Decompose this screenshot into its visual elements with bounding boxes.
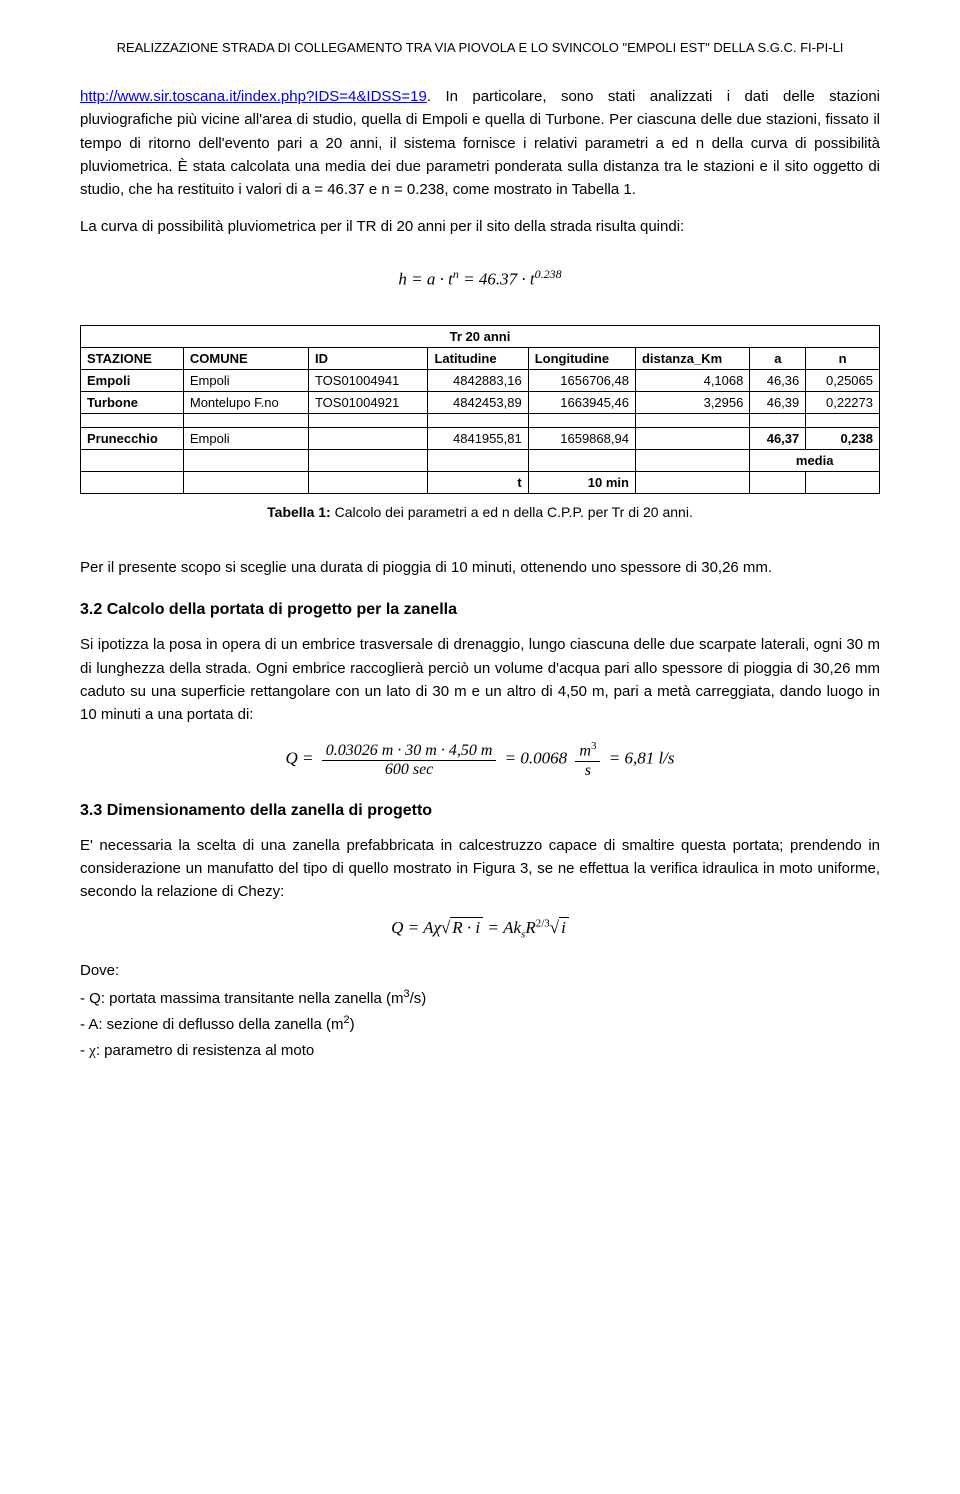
hdr-comune: COMUNE: [183, 348, 308, 370]
cell: 1659868,94: [528, 428, 635, 450]
hdr-a: a: [750, 348, 806, 370]
heading-3-3: 3.3 Dimensionamento della zanella di pro…: [80, 802, 880, 820]
hdr-id: ID: [308, 348, 427, 370]
dove-label: Dove:: [80, 959, 880, 982]
para-3-3: E' necessaria la scelta di una zanella p…: [80, 834, 880, 904]
q-mid: 0.0068: [520, 749, 567, 768]
cell: 4842453,89: [428, 392, 528, 414]
def-q-text: - Q: portata massima transitante nella z…: [80, 990, 403, 1007]
hdr-lon: Longitudine: [528, 348, 635, 370]
intro-paragraph: http://www.sir.toscana.it/index.php?IDS=…: [80, 85, 880, 201]
t-val: 10 min: [528, 472, 635, 494]
cell: TOS01004921: [308, 392, 427, 414]
def-q: - Q: portata massima transitante nella z…: [80, 986, 880, 1010]
table-caption: Tabella 1: Calcolo dei parametri a ed n …: [80, 504, 880, 520]
para-scopo: Per il presente scopo si sceglie una dur…: [80, 556, 880, 579]
cell: Turbone: [81, 392, 184, 414]
cell: 46,37: [750, 428, 806, 450]
q-den: 600 sec: [322, 761, 497, 779]
def-a-text: - A: sezione di deflusso della zanella (…: [80, 1016, 343, 1033]
cell: Empoli: [81, 370, 184, 392]
def-chi: - χ: parametro di resistenza al moto: [80, 1039, 880, 1063]
cell: Empoli: [183, 370, 308, 392]
cell: 4842883,16: [428, 370, 528, 392]
media-label: media: [750, 450, 880, 472]
def-chi-text: : parametro di resistenza al moto: [96, 1042, 314, 1059]
cell: 0,25065: [806, 370, 880, 392]
cell: 1656706,48: [528, 370, 635, 392]
formula-q: Q = 0.03026 m · 30 m · 4,50 m 600 sec = …: [80, 740, 880, 779]
cell: TOS01004941: [308, 370, 427, 392]
cell: 1663945,46: [528, 392, 635, 414]
cell: 0,22273: [806, 392, 880, 414]
caption-rest: Calcolo dei parametri a ed n della C.P.P…: [331, 504, 693, 520]
cell: 46,36: [750, 370, 806, 392]
curve-intro: La curva di possibilità pluviometrica pe…: [80, 215, 880, 238]
f-exp: 0.238: [535, 267, 562, 281]
caption-bold: Tabella 1:: [267, 504, 331, 520]
cell: Prunecchio: [81, 428, 184, 450]
cell: 46,39: [750, 392, 806, 414]
cell: 4,1068: [635, 370, 749, 392]
heading-3-2: 3.2 Calcolo della portata di progetto pe…: [80, 601, 880, 619]
formula-chezy: Q = Aχ√R · i = AksR2/3√i: [80, 917, 880, 940]
cell: 0,238: [806, 428, 880, 450]
hdr-n: n: [806, 348, 880, 370]
table-title: Tr 20 anni: [81, 326, 880, 348]
f-coef: 46.37: [479, 269, 517, 288]
hdr-lat: Latitudine: [428, 348, 528, 370]
cell: 4841955,81: [428, 428, 528, 450]
hdr-stazione: STAZIONE: [81, 348, 184, 370]
def-a-end: ): [350, 1016, 355, 1033]
hdr-dist: distanza_Km: [635, 348, 749, 370]
tr20-table: Tr 20 anni STAZIONE COMUNE ID Latitudine…: [80, 325, 880, 494]
q-num: 0.03026 m · 30 m · 4,50 m: [322, 742, 497, 761]
cell: Montelupo F.no: [183, 392, 308, 414]
def-a: - A: sezione di deflusso della zanella (…: [80, 1012, 880, 1036]
formula-h: h = a · tn = 46.37 · t0.238: [80, 267, 880, 290]
page-header: REALIZZAZIONE STRADA DI COLLEGAMENTO TRA…: [80, 40, 880, 55]
cell: 3,2956: [635, 392, 749, 414]
t-label: t: [428, 472, 528, 494]
para-3-2: Si ipotizza la posa in opera di un embri…: [80, 633, 880, 726]
q-fin: 6,81 l/s: [624, 749, 674, 768]
cell: Empoli: [183, 428, 308, 450]
def-q-end: /s): [410, 990, 427, 1007]
source-link[interactable]: http://www.sir.toscana.it/index.php?IDS=…: [80, 88, 427, 105]
